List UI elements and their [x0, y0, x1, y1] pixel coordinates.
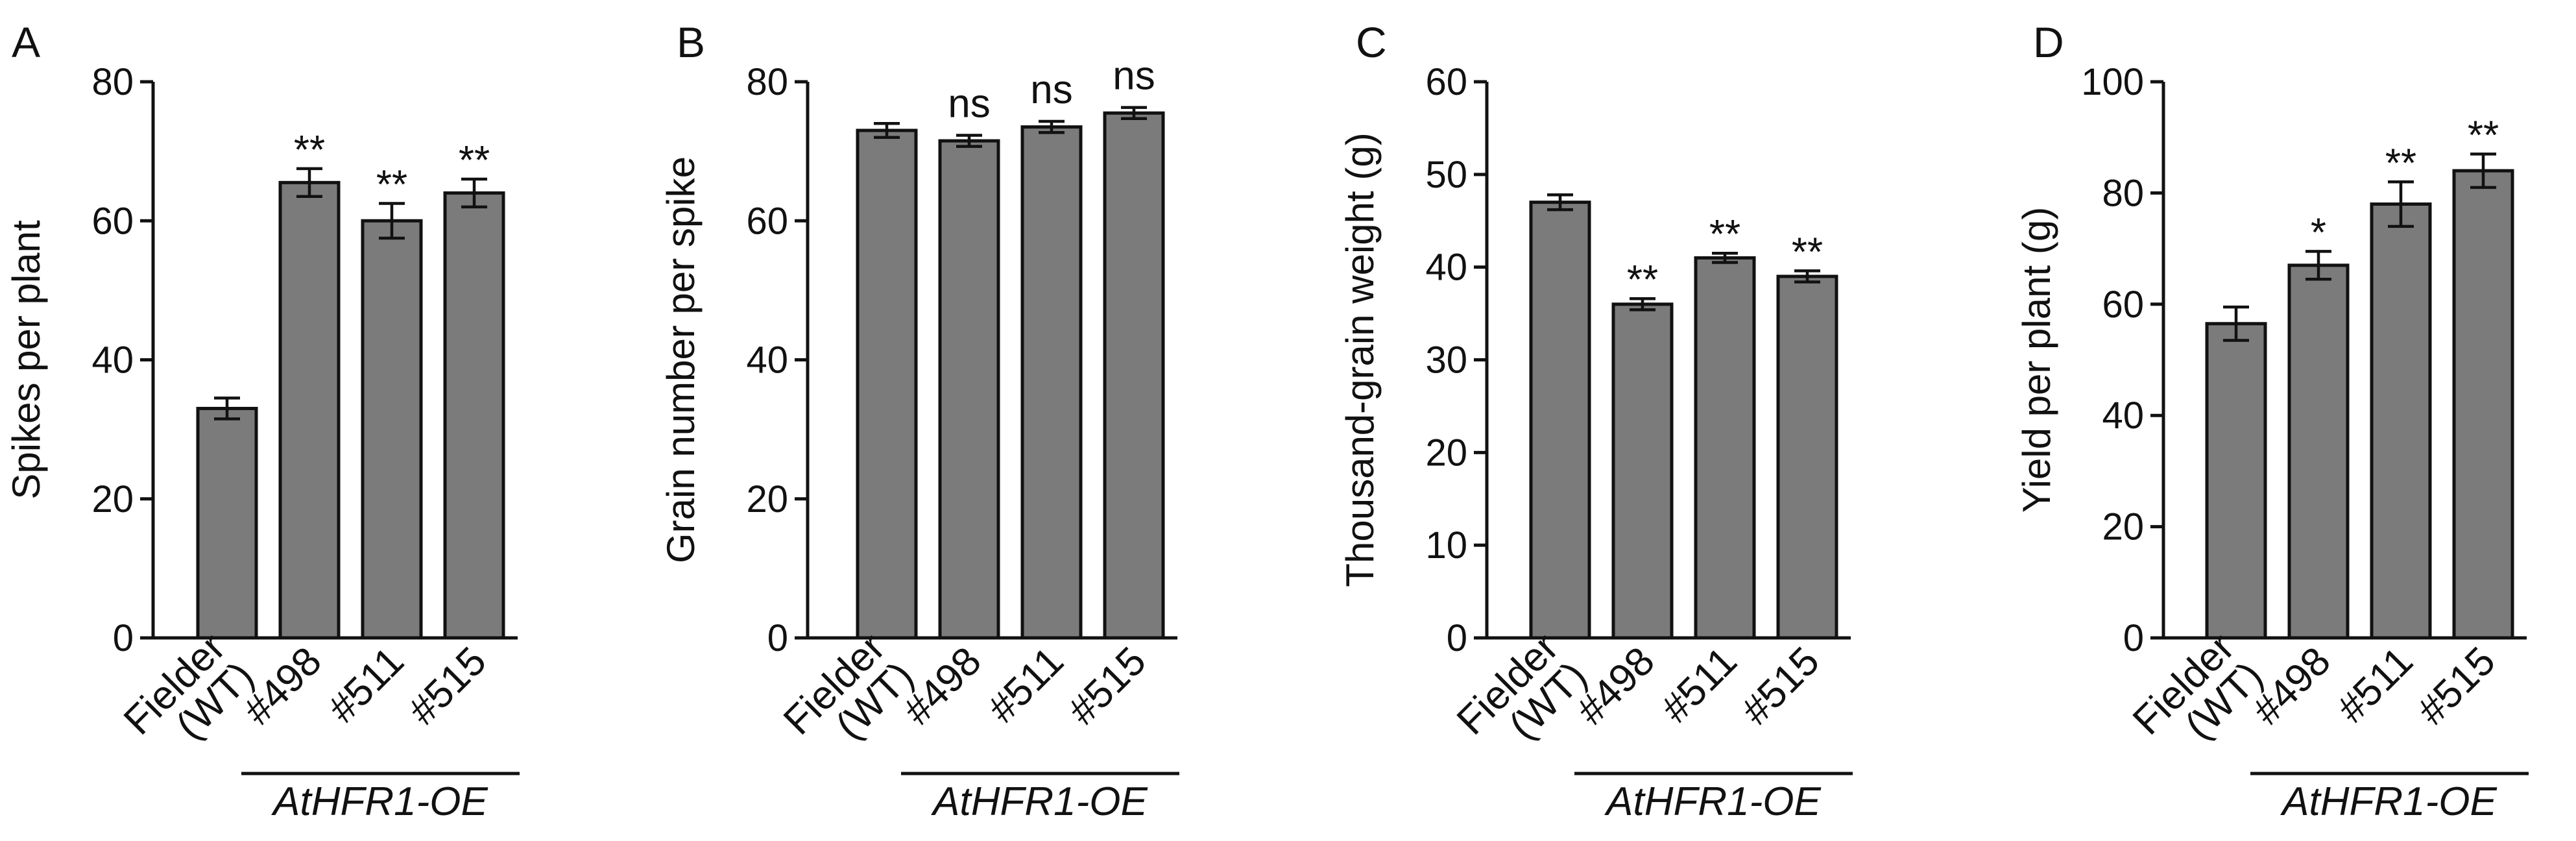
significance-label: ** [294, 128, 325, 173]
y-tick-label: 40 [91, 339, 134, 382]
y-tick-label: 40 [1425, 247, 1467, 289]
panel-letter: B [677, 18, 705, 66]
y-tick-label: 20 [2102, 506, 2144, 548]
x-tick-label: #511 [980, 639, 1072, 731]
bar [1611, 302, 1674, 640]
significance-label: ns [1113, 54, 1155, 99]
y-tick-label: 20 [91, 478, 134, 520]
y-axis-label: Spikes per plant [5, 220, 48, 500]
bar [2287, 263, 2350, 640]
x-tick-label-line: #511 [320, 639, 413, 731]
y-tick-label: 80 [746, 61, 788, 103]
x-tick-label: #515 [1060, 639, 1155, 733]
y-tick-label: 100 [2081, 61, 2144, 103]
panel-letter: C [1356, 18, 1387, 66]
bar [196, 406, 258, 640]
bar [2370, 202, 2432, 640]
y-tick-label: 0 [113, 617, 134, 659]
x-tick-label-line: #515 [2409, 639, 2504, 733]
significance-label: ns [948, 81, 990, 126]
significance-label: ns [1030, 67, 1072, 112]
bar [1694, 256, 1756, 640]
significance-label: ** [376, 162, 407, 207]
y-tick-label: 20 [1425, 432, 1467, 474]
x-tick-label: #511 [320, 639, 413, 731]
bar [856, 128, 918, 640]
x-tick-label: #515 [1733, 639, 1828, 733]
x-tick-label: #515 [2409, 639, 2504, 733]
y-tick-label: 60 [2102, 284, 2144, 326]
bar [1103, 111, 1165, 640]
y-tick-label: 10 [1425, 524, 1467, 567]
y-axis-label: Yield per plant (g) [2015, 207, 2058, 513]
group-label: AtHFR1-OE [930, 779, 1148, 824]
x-tick-label-line: #515 [1060, 639, 1155, 733]
y-tick-label: 0 [2123, 617, 2144, 659]
y-tick-label: 60 [746, 200, 788, 242]
group-label: AtHFR1-OE [2280, 779, 2497, 824]
group-label: AtHFR1-OE [271, 779, 488, 824]
y-tick-label: 0 [767, 617, 788, 659]
significance-label: ** [1709, 212, 1740, 257]
x-tick-label: #515 [400, 639, 495, 733]
y-tick-label: 60 [91, 200, 134, 242]
significance-label: * [2311, 210, 2326, 255]
x-tick-label: #511 [1653, 639, 1746, 731]
significance-label: ** [2468, 113, 2499, 158]
y-tick-label: 60 [1425, 61, 1467, 103]
x-tick-label-line: #511 [2329, 639, 2422, 731]
y-axis-label: Grain number per spike [659, 156, 703, 563]
bar [2205, 322, 2267, 640]
bar [361, 219, 423, 640]
x-tick-label-line: #511 [1653, 639, 1746, 731]
bar [2452, 169, 2514, 640]
y-axis-label: Thousand-grain weight (g) [1338, 132, 1382, 587]
group-label: AtHFR1-OE [1604, 779, 1821, 824]
y-tick-label: 40 [2102, 395, 2144, 437]
panel-letter: A [12, 18, 40, 66]
x-tick-label-line: #511 [980, 639, 1072, 731]
x-tick-label: #511 [2329, 639, 2422, 731]
y-tick-label: 50 [1425, 154, 1467, 196]
x-tick-label-line: #515 [1733, 639, 1828, 733]
x-tick-label-line: #515 [400, 639, 495, 733]
significance-label: ** [1792, 230, 1823, 274]
significance-label: ** [2385, 141, 2416, 186]
bar [1529, 201, 1591, 640]
y-tick-label: 40 [746, 339, 788, 382]
significance-label: ** [459, 138, 490, 183]
bar [443, 191, 505, 640]
y-tick-label: 30 [1425, 339, 1467, 382]
bar [278, 180, 341, 640]
bar [1020, 125, 1083, 640]
y-tick-label: 0 [1447, 617, 1467, 659]
y-tick-label: 20 [746, 478, 788, 520]
y-tick-label: 80 [91, 61, 134, 103]
bar [938, 139, 1000, 640]
bar [1776, 274, 1838, 640]
significance-label: ** [1627, 258, 1658, 302]
panel-letter: D [2033, 18, 2064, 66]
y-tick-label: 80 [2102, 172, 2144, 214]
